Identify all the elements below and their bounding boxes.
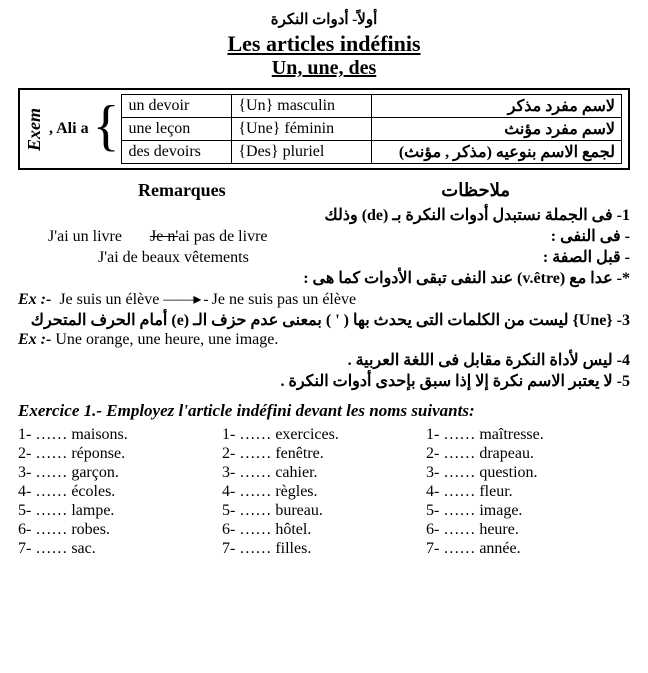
col-2: 1- …… exercices. 2- …… fenêtre. 3- …… ca…: [222, 425, 426, 559]
table-row: des devoirs {Des} pluriel لجمع الاسم بنو…: [122, 141, 622, 164]
exercice-instr: - Employez l'article indéfini devant les…: [96, 401, 474, 420]
cell: لاسم مفرد مذكر: [372, 95, 622, 118]
strike-text: Je n': [150, 228, 178, 245]
exercice-title: Exercice 1.- Employez l'article indéfini…: [18, 401, 630, 421]
ex-label: Ex :-: [18, 331, 51, 348]
remarques-fr: Remarques: [138, 180, 226, 201]
table-row: un devoir {Un} masculin لاسم مفرد مذكر: [122, 95, 622, 118]
title-sub: Un, une, des: [18, 57, 630, 80]
example-2: Ex :- Une orange, une heure, une image.: [18, 331, 630, 349]
adjective-row: J'ai de beaux vêtements - قبل الصفة :: [18, 247, 630, 267]
negation-fr: J'ai un livre Je n'ai pas de livre: [18, 228, 268, 246]
ex1-b: Je ne suis pas un élève: [212, 291, 356, 308]
remarques-header: Remarques ملاحظات: [138, 180, 510, 201]
exercice-num: Exercice 1.: [18, 401, 96, 420]
cell: {Des} pluriel: [232, 141, 372, 164]
ali-text: , Ali a: [47, 120, 93, 138]
negation-row: J'ai un livre Je n'ai pas de livre - فى …: [18, 226, 630, 246]
remarques-ar: ملاحظات: [441, 180, 510, 201]
star-note: *- عدا مع (v.être) عند النفى تبقى الأدوا…: [18, 268, 630, 288]
list-item: 5- …… lampe.: [18, 502, 222, 520]
cell: des devoirs: [122, 141, 232, 164]
list-item: 7- …… sac.: [18, 540, 222, 558]
rule-5: 5- لا يعتبر الاسم نكرة إلا إذا سبق بإحدى…: [18, 371, 630, 391]
rule-1: 1- فى الجملة نستبدل أدوات النكرة بـ (de)…: [18, 205, 630, 225]
cell: لاسم مفرد مؤنث: [372, 118, 622, 141]
list-item: 2- …… fenêtre.: [222, 445, 426, 463]
rule-4: 4- ليس لأداة النكرة مقابل فى اللغة العرب…: [18, 350, 630, 370]
rule-3: 3- {Une} ليست من الكلمات التى يحدث بها (…: [18, 310, 630, 330]
list-item: 4- …… écoles.: [18, 483, 222, 501]
table-row: une leçon {Une} féminin لاسم مفرد مؤنث: [122, 118, 622, 141]
exercice-columns: 1- …… maisons. 2- …… réponse. 3- …… garç…: [18, 425, 630, 559]
list-item: 2- …… drapeau.: [426, 445, 630, 463]
list-item: 6- …… hôtel.: [222, 521, 426, 539]
col-1: 1- …… maisons. 2- …… réponse. 3- …… garç…: [18, 425, 222, 559]
cell: {Une} féminin: [232, 118, 372, 141]
text: ai pas de livre: [178, 228, 267, 245]
adj-fr: J'ai de beaux vêtements: [18, 249, 249, 267]
list-item: 4- …… règles.: [222, 483, 426, 501]
text: J'ai un livre: [48, 228, 122, 245]
list-item: 7- …… filles.: [222, 540, 426, 558]
list-item: 2- …… réponse.: [18, 445, 222, 463]
example-box: Exem , Ali a { un devoir {Un} masculin ل…: [18, 88, 630, 170]
list-item: 6- …… robes.: [18, 521, 222, 539]
cell: une leçon: [122, 118, 232, 141]
ex2-text: Une orange, une heure, une image.: [55, 331, 278, 348]
cell: {Un} masculin: [232, 95, 372, 118]
list-item: 1- …… exercices.: [222, 426, 426, 444]
list-item: 3- …… question.: [426, 464, 630, 482]
cell: un devoir: [122, 95, 232, 118]
list-item: 7- …… année.: [426, 540, 630, 558]
example-1: Ex :- Je suis un élève ——▸ - Je ne suis …: [18, 289, 630, 309]
list-item: 5- …… image.: [426, 502, 630, 520]
header-arabic: أولاً- أدوات النكرة: [18, 10, 630, 29]
list-item: 1- …… maîtresse.: [426, 426, 630, 444]
list-item: 3- …… cahier.: [222, 464, 426, 482]
list-item: 4- …… fleur.: [426, 483, 630, 501]
brace-icon: {: [93, 98, 122, 160]
exem-label: Exem: [22, 106, 47, 153]
list-item: 5- …… bureau.: [222, 502, 426, 520]
title-main: Les articles indéfinis: [18, 31, 630, 57]
cell: لجمع الاسم بنوعيه (مذكر , مؤنث): [372, 141, 622, 164]
list-item: 1- …… maisons.: [18, 426, 222, 444]
adj-ar: - قبل الصفة :: [543, 247, 630, 267]
list-item: 3- …… garçon.: [18, 464, 222, 482]
arrow-icon: ——▸ -: [163, 291, 207, 308]
negation-ar: - فى النفى :: [551, 226, 630, 246]
col-3: 1- …… maîtresse. 2- …… drapeau. 3- …… qu…: [426, 425, 630, 559]
ex-label: Ex :-: [18, 291, 51, 308]
ex1-a: Je suis un élève: [59, 291, 159, 308]
list-item: 6- …… heure.: [426, 521, 630, 539]
example-table: un devoir {Un} masculin لاسم مفرد مذكر u…: [121, 94, 622, 164]
